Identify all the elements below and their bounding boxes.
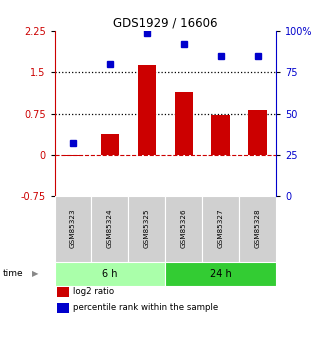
Bar (101, 134, 119, 155)
Text: GSM85328: GSM85328 (255, 208, 261, 248)
Text: GSM85325: GSM85325 (144, 208, 150, 248)
Bar (64, 155, 82, 156)
Text: GSM85326: GSM85326 (181, 208, 187, 248)
Text: 24 h: 24 h (210, 269, 231, 279)
Bar (55, 196, 91, 262)
Bar (212, 115, 230, 155)
Bar (91, 196, 128, 262)
Bar (57, 287, 69, 297)
Title: GDS1929 / 16606: GDS1929 / 16606 (113, 17, 218, 30)
Bar (248, 110, 267, 155)
Bar (175, 91, 193, 155)
Bar (128, 196, 165, 262)
Bar (239, 196, 276, 262)
Text: log2 ratio: log2 ratio (74, 287, 115, 296)
Bar (202, 196, 239, 262)
Text: 6 h: 6 h (102, 269, 118, 279)
Text: GSM85324: GSM85324 (107, 208, 113, 248)
Text: GSM85327: GSM85327 (218, 208, 224, 248)
Text: percentile rank within the sample: percentile rank within the sample (74, 303, 219, 312)
Bar (55, 262, 165, 286)
Text: ▶: ▶ (32, 269, 39, 278)
Text: time: time (3, 269, 24, 278)
Bar (57, 303, 69, 313)
Text: GSM85323: GSM85323 (70, 208, 76, 248)
Bar (165, 196, 202, 262)
Bar (138, 65, 156, 155)
Bar (165, 262, 276, 286)
